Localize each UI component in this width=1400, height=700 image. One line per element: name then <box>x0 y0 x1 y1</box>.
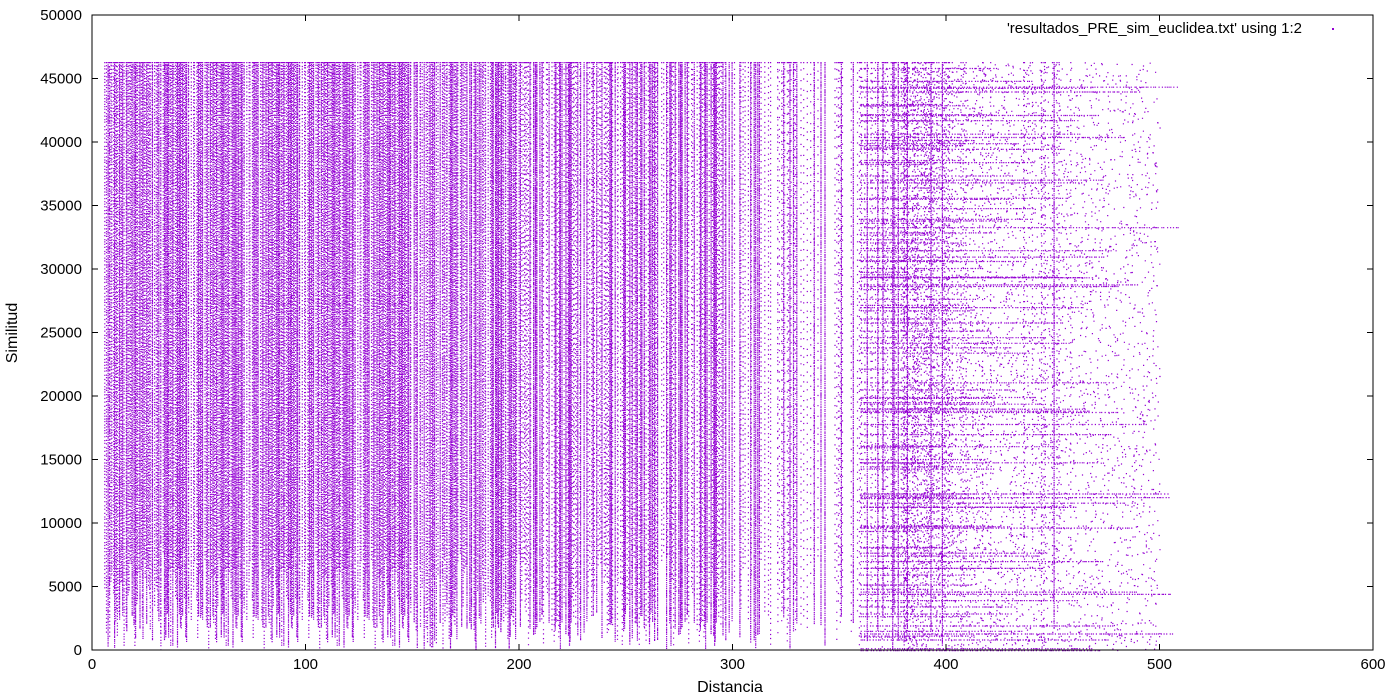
plot-area <box>91 14 1374 652</box>
scatter-points <box>104 62 1179 652</box>
y-tick-label: 15000 <box>40 452 82 469</box>
x-tick-label: 400 <box>933 656 958 673</box>
x-tick-label: 100 <box>293 656 318 673</box>
x-tick-label: 500 <box>1147 656 1172 673</box>
x-tick-label: 300 <box>720 656 745 673</box>
y-axis-label: Similitud <box>4 303 21 363</box>
y-tick-label: 30000 <box>40 261 82 278</box>
y-tick-label: 40000 <box>40 134 82 151</box>
x-tick-label: 0 <box>88 656 96 673</box>
x-tick-label: 600 <box>1360 656 1385 673</box>
y-axis-ticks: 0 5000 10000 15000 20000 25000 30000 35000 40000… <box>40 7 1373 659</box>
y-tick-label: 5000 <box>49 579 82 596</box>
legend-marker <box>1332 28 1334 30</box>
legend: 'resultados_PRE_sim_euclidea.txt' using … <box>1007 20 1334 37</box>
x-tick-label: 200 <box>506 656 531 673</box>
y-tick-label: 0 <box>74 642 82 659</box>
data-points <box>104 62 1179 652</box>
y-tick-label: 35000 <box>40 198 82 215</box>
y-tick-label: 50000 <box>40 7 82 24</box>
y-tick-label: 45000 <box>40 71 82 88</box>
legend-series-label: 'resultados_PRE_sim_euclidea.txt' using … <box>1007 20 1302 37</box>
y-tick-label: 20000 <box>40 388 82 405</box>
x-axis-label: Distancia <box>697 679 763 696</box>
y-tick-label: 25000 <box>40 325 82 342</box>
y-tick-label: 10000 <box>40 515 82 532</box>
x-axis-ticks: 0 100 200 300 400 500 600 <box>88 15 1386 673</box>
